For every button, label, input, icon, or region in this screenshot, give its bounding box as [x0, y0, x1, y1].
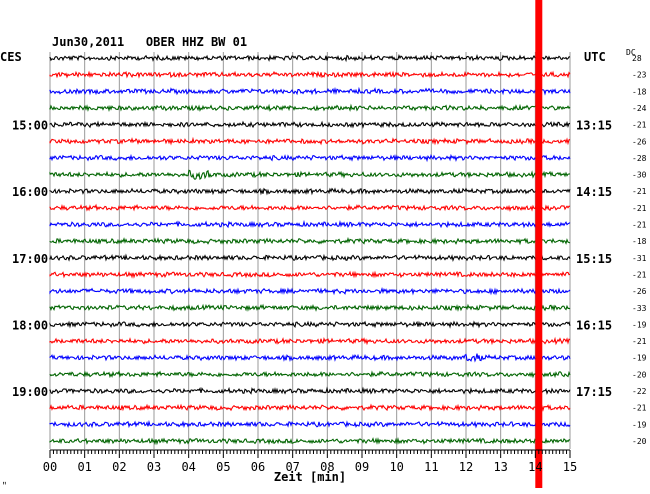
- x-tick-label: 05: [216, 460, 230, 474]
- x-tick-label: 04: [181, 460, 195, 474]
- x-tick-label: 09: [355, 460, 369, 474]
- seismic-trace: [49, 436, 571, 446]
- seismic-trace: [49, 236, 571, 246]
- dc-value: -23: [632, 71, 647, 80]
- dc-value: -20: [632, 437, 647, 446]
- left-hour-labels: 15:00 16:00 17:00 18:00 19:00: [12, 119, 48, 399]
- dc-value: -18: [632, 237, 647, 246]
- dc-value: -24: [632, 104, 647, 113]
- dc-value: -22: [632, 387, 647, 396]
- right-hour-label: 15:15: [576, 252, 612, 266]
- x-tick-label: 01: [77, 460, 91, 474]
- x-tick-label: 00: [43, 460, 57, 474]
- dc-value: -21: [632, 337, 647, 346]
- seismic-trace: [49, 419, 571, 429]
- dc-value: -21: [632, 204, 647, 213]
- seismic-trace: [49, 370, 571, 379]
- right-hour-labels: 13:15 14:15 15:15 16:15 17:15: [576, 119, 612, 399]
- right-hour-label: 17:15: [576, 385, 612, 399]
- dc-value: -21: [632, 270, 647, 279]
- x-tick-label: 10: [389, 460, 403, 474]
- seismic-trace: [49, 169, 571, 181]
- seismic-trace: [49, 103, 571, 112]
- dc-value: -31: [632, 254, 647, 263]
- dc-value: -33: [632, 304, 647, 313]
- dc-value: -26: [632, 287, 647, 296]
- dc-value: -30: [632, 171, 647, 180]
- right-hour-label: 13:15: [576, 119, 612, 133]
- left-hour-label: 17:00: [12, 252, 48, 266]
- seismic-trace: [49, 120, 571, 129]
- x-tick-label: 07: [285, 460, 299, 474]
- left-time-zone-label: CES: [0, 50, 22, 64]
- seismic-trace: [49, 187, 571, 196]
- chart-title: Jun30,2011 OBER HHZ BW 01: [52, 35, 247, 49]
- dc-value: -19: [632, 320, 647, 329]
- dc-value: -26: [632, 137, 647, 146]
- x-tick-label: 03: [147, 460, 161, 474]
- right-hour-label: 16:15: [576, 318, 612, 332]
- seismic-trace: [49, 320, 571, 329]
- x-axis-label: Zeit [min]: [274, 470, 346, 484]
- dc-header-label: DC: [626, 48, 636, 57]
- dc-value: -19: [632, 354, 647, 363]
- dc-value-labels: 28 -23 -18 -24 -21 -26 -28 -30 -21 -21 -21 -18 -31 -2…: [632, 54, 647, 446]
- event-marker-bar: [535, 0, 543, 488]
- seismic-trace: [49, 203, 571, 212]
- x-tick-label: 12: [459, 460, 473, 474]
- seismic-trace: [49, 136, 571, 146]
- seismic-trace: [49, 253, 571, 263]
- seismic-trace: [49, 403, 571, 412]
- x-tick-label: 14: [528, 460, 542, 474]
- dc-value: -21: [632, 121, 647, 130]
- dc-value: -18: [632, 87, 647, 96]
- dc-value: 28: [632, 54, 642, 63]
- x-tick-label: 11: [424, 460, 438, 474]
- seismic-trace: [49, 303, 571, 312]
- x-tick-label: 08: [320, 460, 334, 474]
- event-marker: [535, 0, 543, 488]
- minute-grid: [49, 52, 571, 449]
- seismic-trace: [49, 386, 571, 395]
- seismic-trace: [49, 336, 571, 346]
- corner-mark: ʺ: [2, 481, 7, 490]
- right-time-zone-label: UTC: [584, 50, 606, 64]
- left-hour-label: 15:00: [12, 119, 48, 133]
- seismic-trace: [49, 353, 571, 363]
- x-tick-label: 02: [112, 460, 126, 474]
- dc-value: -19: [632, 420, 647, 429]
- seismic-trace: [49, 287, 571, 296]
- left-hour-label: 18:00: [12, 318, 48, 332]
- dc-value: -20: [632, 370, 647, 379]
- seismic-trace: [49, 153, 571, 163]
- seismic-trace: [49, 270, 571, 279]
- dc-value: -21: [632, 404, 647, 413]
- seismic-trace: [49, 53, 571, 63]
- seismic-trace: [49, 86, 571, 96]
- x-tick-label: 06: [251, 460, 265, 474]
- x-tick-label: 15: [563, 460, 577, 474]
- x-tick-label: 13: [493, 460, 507, 474]
- seismic-trace: [49, 219, 571, 229]
- dc-value: -21: [632, 221, 647, 230]
- time-axis: 00 01 02 03 04 05 06 07 08 09 10 11 12 13 14 15: [43, 449, 577, 474]
- seismic-traces: [49, 53, 571, 446]
- dc-value: -21: [632, 187, 647, 196]
- left-hour-label: 16:00: [12, 185, 48, 199]
- right-hour-label: 14:15: [576, 185, 612, 199]
- left-hour-label: 19:00: [12, 385, 48, 399]
- seismic-trace: [49, 70, 571, 79]
- dc-value: -28: [632, 154, 647, 163]
